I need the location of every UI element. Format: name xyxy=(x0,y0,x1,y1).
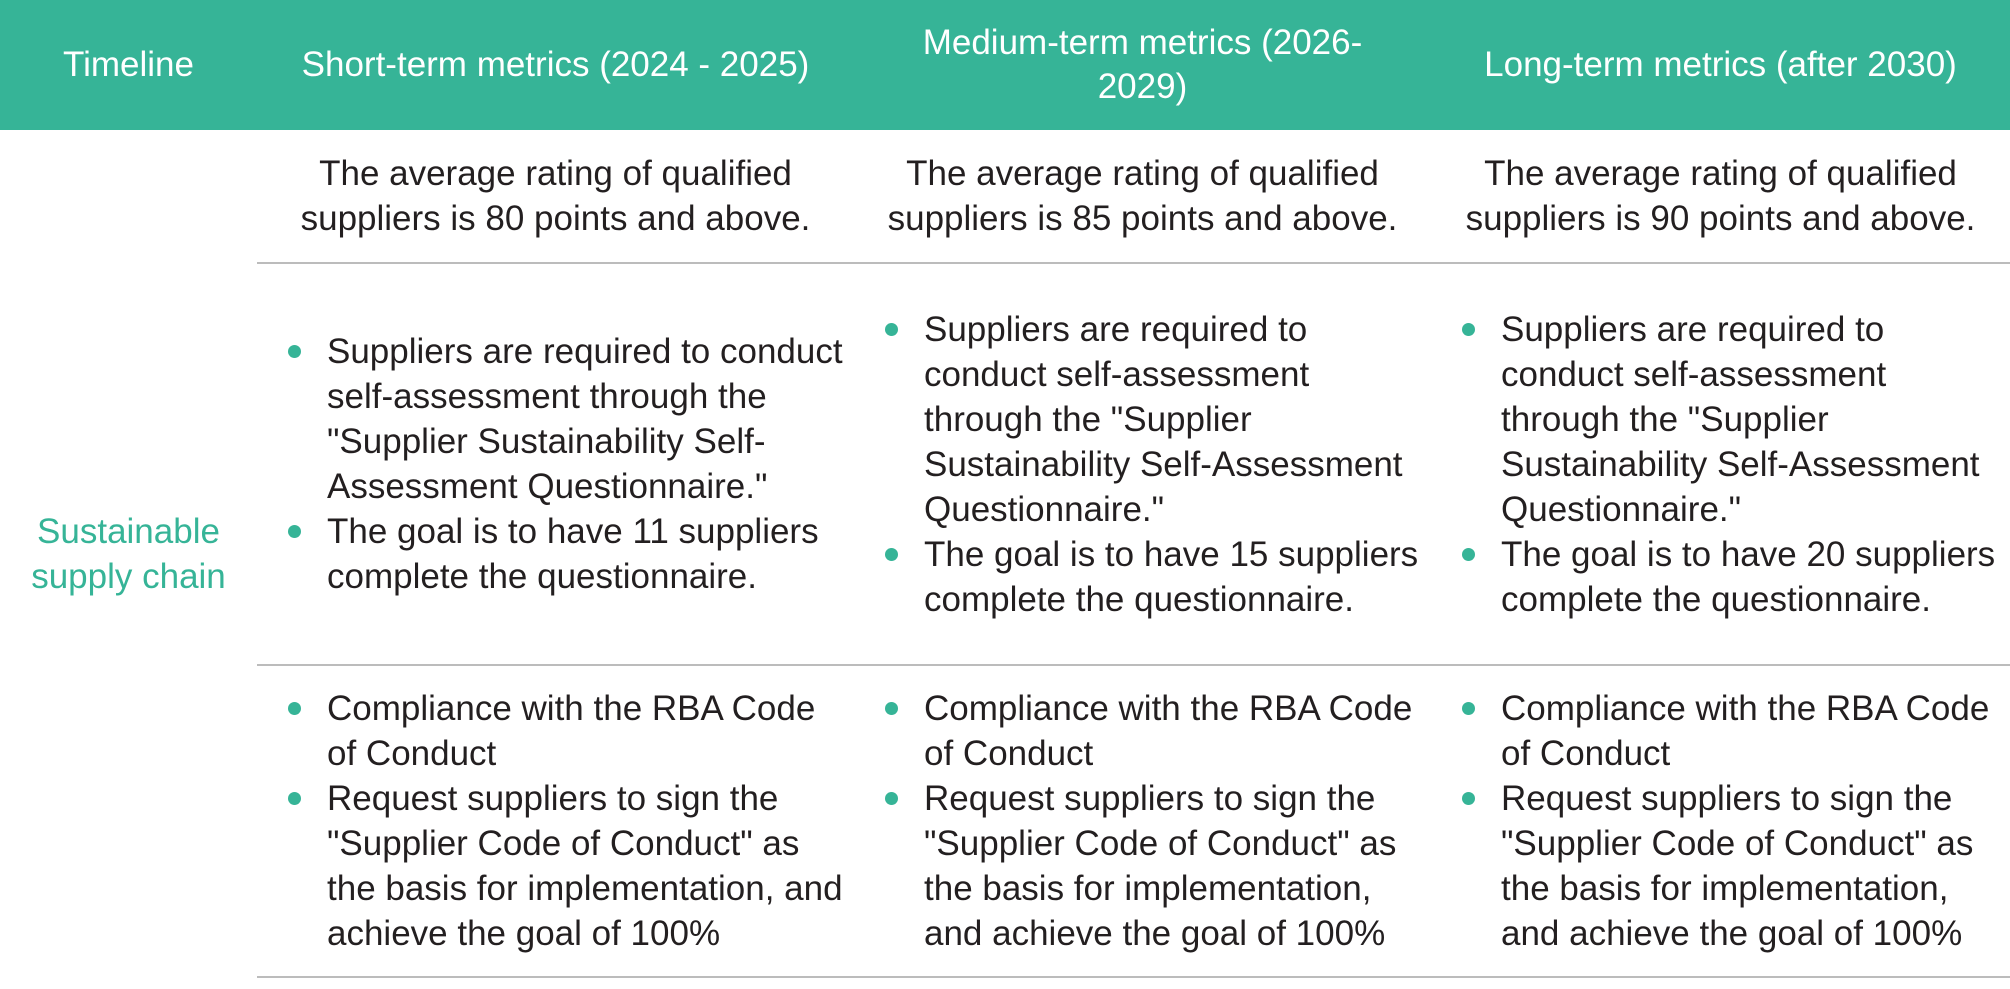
cell-medium-self-assessment: Suppliers are required to conduct self-a… xyxy=(854,264,1431,664)
category-label-line1: Sustainable xyxy=(37,512,220,551)
list-item-text: Suppliers are required to conduct self-a… xyxy=(924,309,1403,529)
table-row-code-of-conduct: Compliance with the RBA Code of Conduct … xyxy=(257,666,2010,978)
header-long-term: Long-term metrics (after 2030) xyxy=(1484,45,1957,84)
cell-medium-rating: The average rating of qualified supplier… xyxy=(854,130,1431,262)
bullet-dot-icon xyxy=(288,525,301,538)
bullet-dot-icon xyxy=(1462,547,1475,561)
cell-short-rating: The average rating of qualified supplier… xyxy=(257,130,854,262)
list-item-text: Compliance with the RBA Code of Conduct xyxy=(327,689,816,773)
cell-medium-rating-line1: The average rating of qualified xyxy=(906,154,1379,193)
cell-long-rating-line2: suppliers is 90 points and above. xyxy=(1465,199,1976,238)
list-item: Suppliers are required to conduct self-a… xyxy=(273,329,848,509)
list-item: Request suppliers to sign the "Supplier … xyxy=(870,776,1425,956)
cell-medium-rating-line2: suppliers is 85 points and above. xyxy=(887,199,1398,238)
bullet-dot-icon xyxy=(885,547,898,561)
list-item-text: Compliance with the RBA Code of Conduct xyxy=(924,689,1413,773)
list-item-text: Compliance with the RBA Code of Conduct xyxy=(1501,689,1990,773)
list-item: Suppliers are required to conduct self-a… xyxy=(1447,307,2004,532)
list-item: Request suppliers to sign the "Supplier … xyxy=(1447,776,2004,956)
cell-long-self-assessment: Suppliers are required to conduct self-a… xyxy=(1431,264,2010,664)
bullet-list: Compliance with the RBA Code of Conduct … xyxy=(1447,686,2004,956)
list-item: Suppliers are required to conduct self-a… xyxy=(870,307,1425,532)
list-item: Compliance with the RBA Code of Conduct xyxy=(273,686,848,776)
cell-long-rating-line1: The average rating of qualified xyxy=(1484,154,1957,193)
bullet-dot-icon xyxy=(288,702,301,715)
bullet-list: Suppliers are required to conduct self-a… xyxy=(1447,307,2004,622)
header-timeline: Timeline xyxy=(63,45,194,84)
list-item: The goal is to have 11 suppliers complet… xyxy=(273,509,848,599)
category-label: Sustainable supply chain xyxy=(0,130,257,978)
table-header-row: Timeline Short-term metrics (2024 - 2025… xyxy=(0,0,2010,130)
list-item-text: Request suppliers to sign the "Supplier … xyxy=(1501,779,1974,953)
header-medium-term-line2: 2029) xyxy=(1097,67,1188,106)
header-medium-term: Medium-term metrics (2026- 2029) xyxy=(854,0,1431,130)
bullet-dot-icon xyxy=(885,322,898,336)
bullet-list: Suppliers are required to conduct self-a… xyxy=(870,307,1425,622)
category-label-line2: supply chain xyxy=(31,557,226,596)
list-item-text: The goal is to have 15 suppliers complet… xyxy=(924,534,1419,619)
bullet-dot-icon xyxy=(885,702,898,715)
bullet-dot-icon xyxy=(1462,702,1475,715)
metric-rows: The average rating of qualified supplier… xyxy=(257,130,2010,978)
list-item: Compliance with the RBA Code of Conduct xyxy=(870,686,1425,776)
bullet-dot-icon xyxy=(1462,322,1475,336)
list-item: Request suppliers to sign the "Supplier … xyxy=(273,776,848,956)
table-row-self-assessment: Suppliers are required to conduct self-a… xyxy=(257,264,2010,666)
cell-long-rating: The average rating of qualified supplier… xyxy=(1431,130,2010,262)
header-medium-term-line1: Medium-term metrics (2026- xyxy=(922,23,1363,62)
list-item-text: Suppliers are required to conduct self-a… xyxy=(327,332,843,506)
table-row-average-rating: The average rating of qualified supplier… xyxy=(257,130,2010,264)
bullet-list: Compliance with the RBA Code of Conduct … xyxy=(273,686,848,956)
table-body: Sustainable supply chain The average rat… xyxy=(0,130,2010,978)
bullet-dot-icon xyxy=(1462,792,1475,805)
list-item: The goal is to have 20 suppliers complet… xyxy=(1447,532,2004,622)
bullet-list: Suppliers are required to conduct self-a… xyxy=(273,329,848,599)
list-item-text: Suppliers are required to conduct self-a… xyxy=(1501,309,1980,529)
bullet-dot-icon xyxy=(288,345,301,358)
bullet-dot-icon xyxy=(288,792,301,805)
cell-short-rating-line1: The average rating of qualified xyxy=(319,154,792,193)
cell-long-code-of-conduct: Compliance with the RBA Code of Conduct … xyxy=(1431,666,2010,976)
cell-short-self-assessment: Suppliers are required to conduct self-a… xyxy=(257,264,854,664)
cell-short-rating-line2: suppliers is 80 points and above. xyxy=(300,199,811,238)
bullet-list: Compliance with the RBA Code of Conduct … xyxy=(870,686,1425,956)
list-item-text: Request suppliers to sign the "Supplier … xyxy=(327,779,843,953)
list-item: Compliance with the RBA Code of Conduct xyxy=(1447,686,2004,776)
header-short-term: Short-term metrics (2024 - 2025) xyxy=(301,45,810,84)
list-item-text: The goal is to have 20 suppliers complet… xyxy=(1501,534,1996,619)
list-item: The goal is to have 15 suppliers complet… xyxy=(870,532,1425,622)
list-item-text: The goal is to have 11 suppliers complet… xyxy=(327,512,819,596)
cell-short-code-of-conduct: Compliance with the RBA Code of Conduct … xyxy=(257,666,854,976)
cell-medium-code-of-conduct: Compliance with the RBA Code of Conduct … xyxy=(854,666,1431,976)
list-item-text: Request suppliers to sign the "Supplier … xyxy=(924,779,1397,953)
bullet-dot-icon xyxy=(885,792,898,805)
